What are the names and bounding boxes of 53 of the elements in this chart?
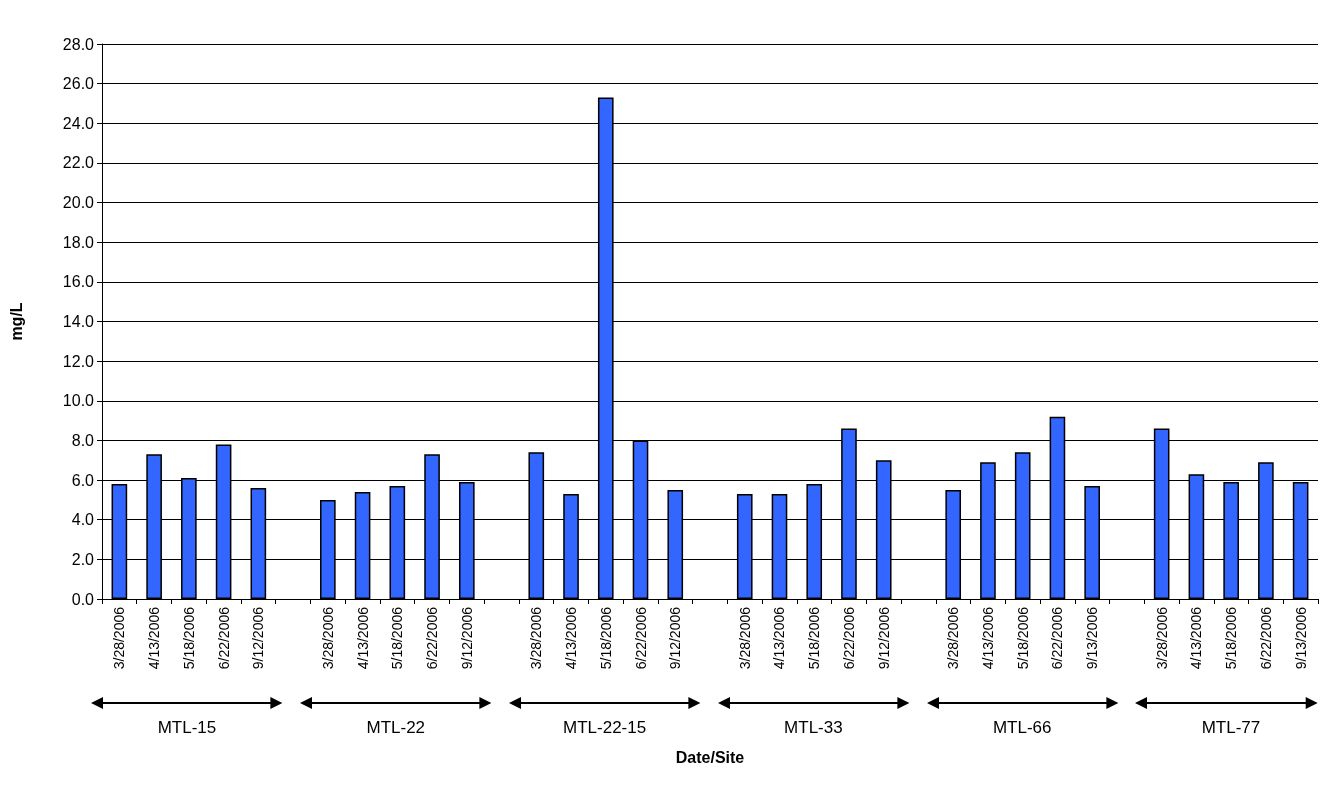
- y-tick-label: 8.0: [71, 431, 95, 449]
- y-tick-label: 24.0: [62, 114, 95, 132]
- x-tick-label: 3/28/2006: [528, 606, 545, 670]
- y-tick-label: 0.0: [71, 590, 95, 608]
- x-tick-label: 9/13/2006: [1084, 606, 1101, 670]
- x-tick-label: 9/12/2006: [875, 606, 892, 670]
- x-tick-label: 5/18/2006: [389, 606, 406, 670]
- x-tick-label: 3/28/2006: [319, 606, 336, 670]
- x-tick-label: 4/13/2006: [1188, 606, 1205, 670]
- x-tick-label: 6/22/2006: [1257, 606, 1274, 670]
- x-tick-label: 5/18/2006: [1223, 606, 1240, 670]
- text: MTL-66: [991, 718, 1053, 738]
- x-tick-label: 5/18/2006: [597, 606, 614, 670]
- x-tick-label: 4/13/2006: [354, 606, 371, 670]
- y-tick-label: 18.0: [62, 233, 95, 251]
- y-tick-label: 14.0: [62, 313, 95, 330]
- x-tick-label: 6/22/2006: [215, 606, 232, 670]
- text: MTL-22-15: [562, 718, 648, 738]
- y-tick-label: 12.0: [62, 352, 95, 370]
- x-tick-label: 5/18/2006: [1014, 606, 1031, 670]
- text: MTL-15: [156, 718, 218, 738]
- y-tick-label: 28.0: [62, 35, 95, 53]
- x-tick-label: 3/28/2006: [111, 606, 128, 670]
- y-tick-label: 6.0: [71, 471, 95, 489]
- x-tick-label: 4/13/2006: [563, 606, 580, 670]
- y-tick-label: 2.0: [71, 550, 95, 568]
- x-tick-label: 3/28/2006: [945, 606, 962, 670]
- x-tick-label: 4/13/2006: [771, 606, 788, 670]
- y-tick-label: 10.0: [62, 392, 95, 410]
- y-tick-label: 22.0: [62, 154, 95, 172]
- y-tick-label: 16.0: [62, 273, 95, 291]
- x-axis-title: Date/Site: [675, 748, 745, 766]
- x-tick-label: 9/12/2006: [458, 606, 475, 670]
- y-axis-title: mg/L: [7, 302, 25, 341]
- y-tick-label: 20.0: [62, 194, 95, 212]
- x-tick-label: 9/12/2006: [667, 606, 684, 670]
- text: MTL-22: [365, 718, 427, 738]
- x-tick-label: 6/22/2006: [632, 606, 649, 670]
- x-tick-label: 6/22/2006: [424, 606, 441, 670]
- x-tick-label: 6/22/2006: [840, 606, 857, 670]
- x-tick-label: 4/13/2006: [979, 606, 996, 670]
- x-tick-label: 3/28/2006: [1153, 606, 1170, 670]
- y-tick-label: 26.0: [62, 75, 95, 93]
- y-tick-label: 4.0: [71, 511, 95, 529]
- text: MTL-33: [783, 718, 844, 738]
- x-tick-label: 9/13/2006: [1292, 606, 1309, 670]
- x-tick-label: 6/22/2006: [1049, 606, 1066, 670]
- x-tick-label: 9/12/2006: [250, 606, 267, 670]
- x-tick-label: 5/18/2006: [806, 606, 823, 670]
- text: MTL-77: [1200, 718, 1262, 738]
- x-tick-label: 4/13/2006: [146, 606, 163, 670]
- x-tick-label: 5/18/2006: [180, 606, 197, 670]
- x-tick-label: 3/28/2006: [736, 606, 753, 670]
